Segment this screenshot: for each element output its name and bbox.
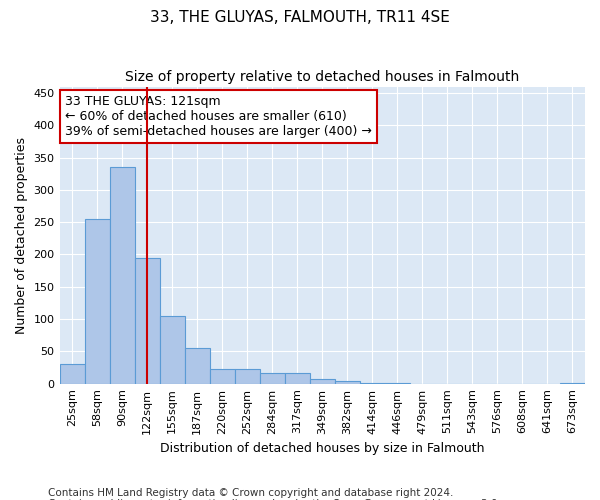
Bar	[85, 219, 110, 384]
Title: Size of property relative to detached houses in Falmouth: Size of property relative to detached ho…	[125, 70, 520, 84]
Bar	[285, 372, 310, 384]
Bar	[59, 364, 85, 384]
Text: Contains public sector information licensed under the Open Government Licence v3: Contains public sector information licen…	[48, 499, 501, 500]
X-axis label: Distribution of detached houses by size in Falmouth: Distribution of detached houses by size …	[160, 442, 485, 455]
Text: Contains HM Land Registry data © Crown copyright and database right 2024.: Contains HM Land Registry data © Crown c…	[48, 488, 454, 498]
Bar	[185, 348, 209, 384]
Y-axis label: Number of detached properties: Number of detached properties	[15, 136, 28, 334]
Text: 33, THE GLUYAS, FALMOUTH, TR11 4SE: 33, THE GLUYAS, FALMOUTH, TR11 4SE	[150, 10, 450, 25]
Bar	[134, 258, 160, 384]
Bar	[310, 378, 335, 384]
Bar	[560, 383, 585, 384]
Text: 33 THE GLUYAS: 121sqm
← 60% of detached houses are smaller (610)
39% of semi-det: 33 THE GLUYAS: 121sqm ← 60% of detached …	[65, 96, 371, 138]
Bar	[235, 370, 260, 384]
Bar	[110, 168, 134, 384]
Bar	[260, 372, 285, 384]
Bar	[385, 383, 410, 384]
Bar	[360, 383, 385, 384]
Bar	[335, 381, 360, 384]
Bar	[209, 370, 235, 384]
Bar	[160, 316, 185, 384]
